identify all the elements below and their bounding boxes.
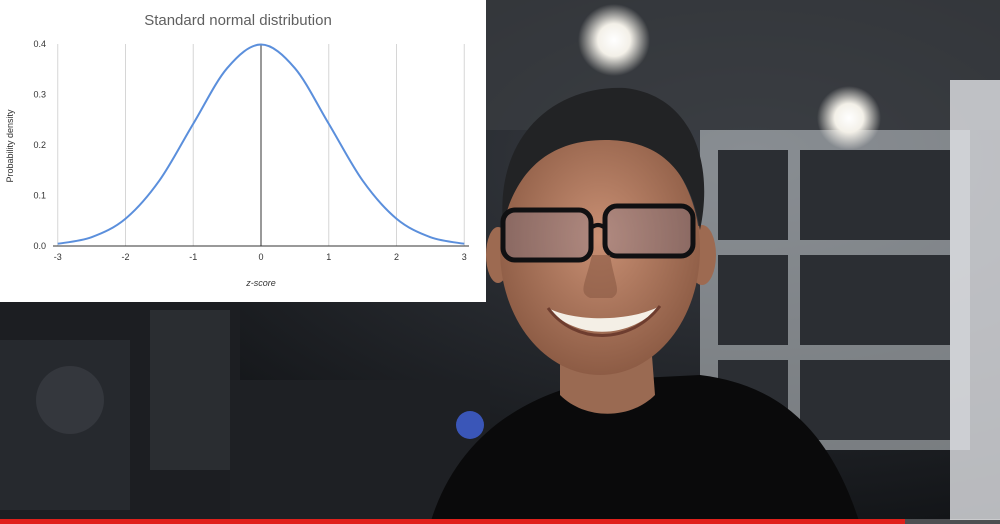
y-tick-label: 0.2	[33, 140, 46, 150]
y-tick-label: 0.1	[33, 191, 46, 201]
chart-overlay-panel: Standard normal distribution -3 -2 -1 0 1 2 3 0…	[0, 0, 486, 302]
x-tick-label: 0	[258, 252, 263, 262]
y-tick-label: 0.4	[33, 39, 46, 49]
x-tick-label: -3	[54, 252, 62, 262]
y-axis-label: Probability density	[5, 109, 15, 183]
x-tick-label: 2	[394, 252, 399, 262]
video-progress-bar[interactable]	[0, 519, 1000, 524]
normal-distribution-chart: Standard normal distribution -3 -2 -1 0 1 2 3 0…	[5, 12, 469, 288]
x-tick-label: 3	[462, 252, 467, 262]
y-tick-label: 0.3	[33, 90, 46, 100]
video-progress-played	[0, 519, 905, 524]
x-axis-label: z-score	[245, 278, 276, 288]
y-tick-label: 0.0	[33, 241, 46, 251]
x-tick-label: 1	[326, 252, 331, 262]
x-tick-label: -1	[189, 252, 197, 262]
chart-title: Standard normal distribution	[144, 12, 332, 29]
x-tick-label: -2	[121, 252, 129, 262]
